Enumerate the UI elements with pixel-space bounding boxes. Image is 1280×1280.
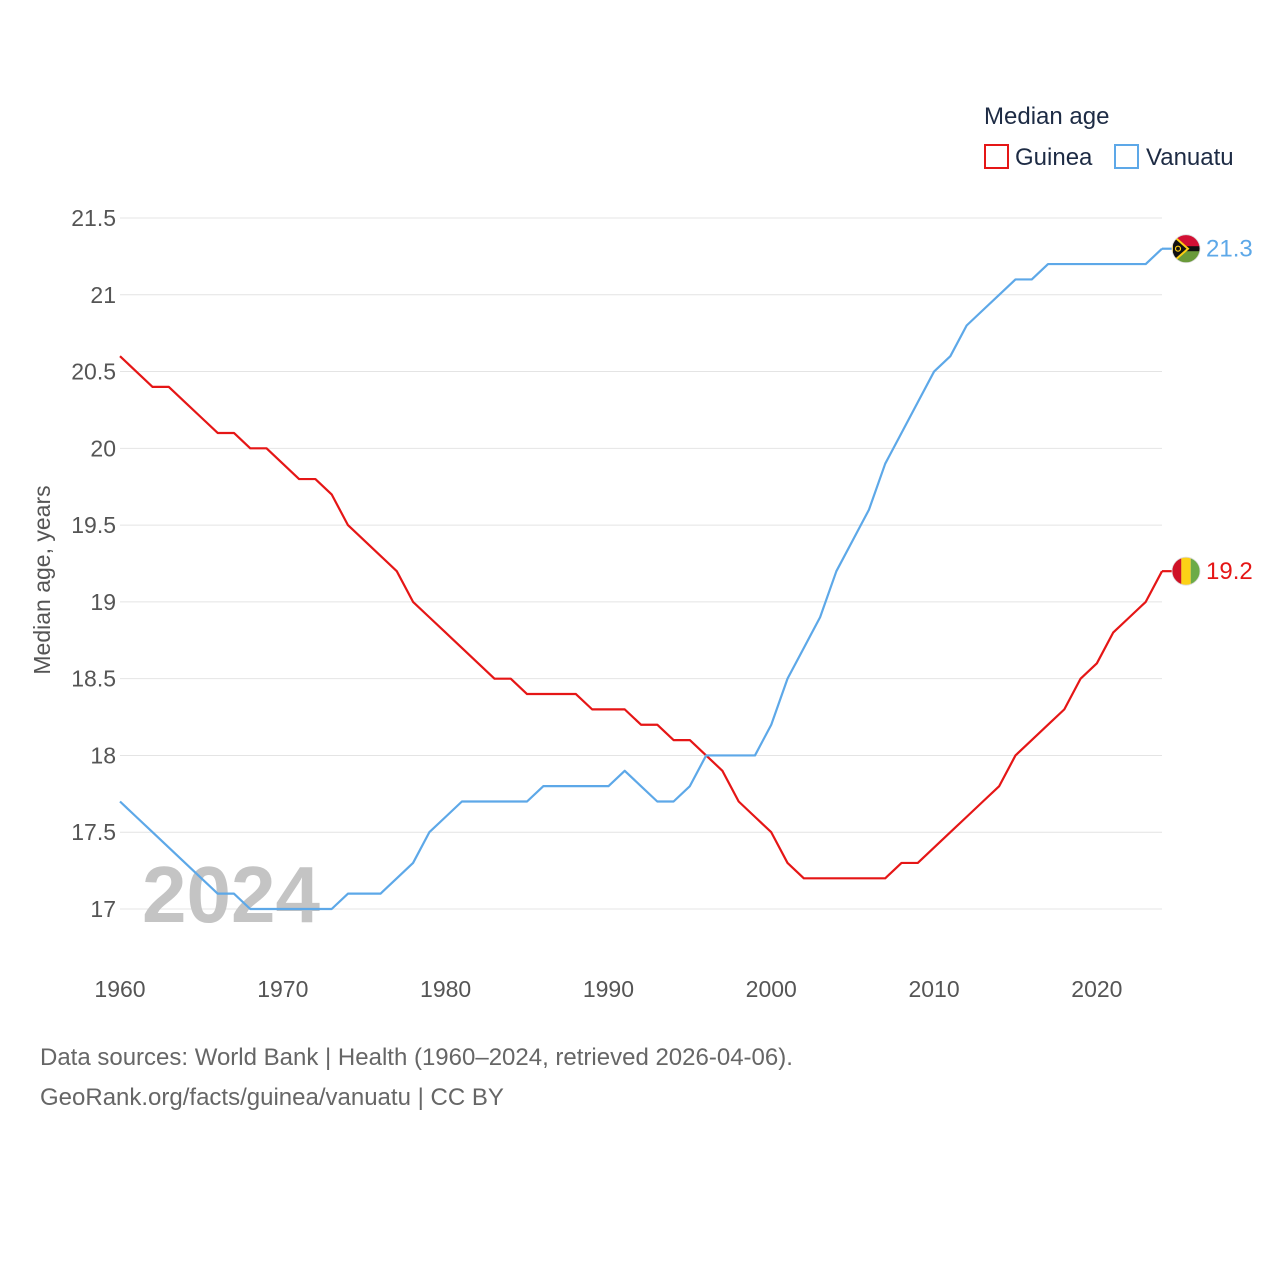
end-value-label-guinea: 19.2: [1206, 558, 1253, 585]
x-tick-label: 1980: [420, 976, 471, 1002]
legend-item-guinea[interactable]: Guinea: [984, 144, 1093, 171]
legend-swatch-guinea: [984, 144, 1009, 169]
y-tick-label: 18.5: [71, 666, 116, 692]
x-tick-label: 2000: [746, 976, 797, 1002]
y-tick-label: 17: [90, 896, 116, 922]
x-tick-label: 2010: [908, 976, 959, 1002]
series-lines: [119, 247, 1163, 911]
legend-label-vanuatu: Vanuatu: [1146, 144, 1234, 171]
x-tick-label: 1960: [94, 976, 145, 1002]
legend-item-vanuatu[interactable]: Vanuatu: [1114, 144, 1234, 171]
grid-lines: [120, 217, 1162, 910]
y-tick-label: 21: [90, 282, 116, 308]
legend-label-guinea: Guinea: [1015, 144, 1093, 171]
y-tick-label: 17.5: [71, 819, 116, 845]
y-axis-title: Median age, years: [29, 485, 55, 674]
series-line-vanuatu[interactable]: [119, 247, 1163, 911]
x-tick-label: 1990: [583, 976, 634, 1002]
end-value-label-vanuatu: 21.3: [1206, 236, 1253, 263]
y-tick-label: 21.5: [71, 205, 116, 231]
guinea-flag-icon: [1171, 556, 1201, 586]
y-tick-label: 19: [90, 589, 116, 615]
y-tick-label: 18: [90, 742, 116, 768]
y-tick-label: 20: [90, 435, 116, 461]
vanuatu-flag-icon: [1171, 234, 1201, 264]
series-line-guinea[interactable]: [119, 355, 1163, 880]
y-tick-label: 20.5: [71, 359, 116, 385]
credit-link[interactable]: GeoRank.org/facts/guinea/vanuatu | CC BY: [40, 1084, 504, 1111]
source-note: Data sources: World Bank | Health (1960–…: [40, 1044, 793, 1071]
legend-title: Median age: [984, 103, 1109, 130]
legend: Median age Guinea Vanuatu: [984, 103, 1234, 171]
x-tick-label: 2020: [1071, 976, 1122, 1002]
x-tick-label: 1970: [257, 976, 308, 1002]
x-axis-ticks: 1960 1970 1980 1990 2000 2010 2020: [94, 976, 1122, 1002]
legend-swatch-vanuatu: [1114, 144, 1139, 169]
y-tick-label: 19.5: [71, 512, 116, 538]
y-axis-ticks: 17 17.5 18 18.5 19 19.5 20 20.5 21 21.5: [71, 205, 116, 922]
end-markers: 19.2 21.3: [1162, 234, 1253, 586]
